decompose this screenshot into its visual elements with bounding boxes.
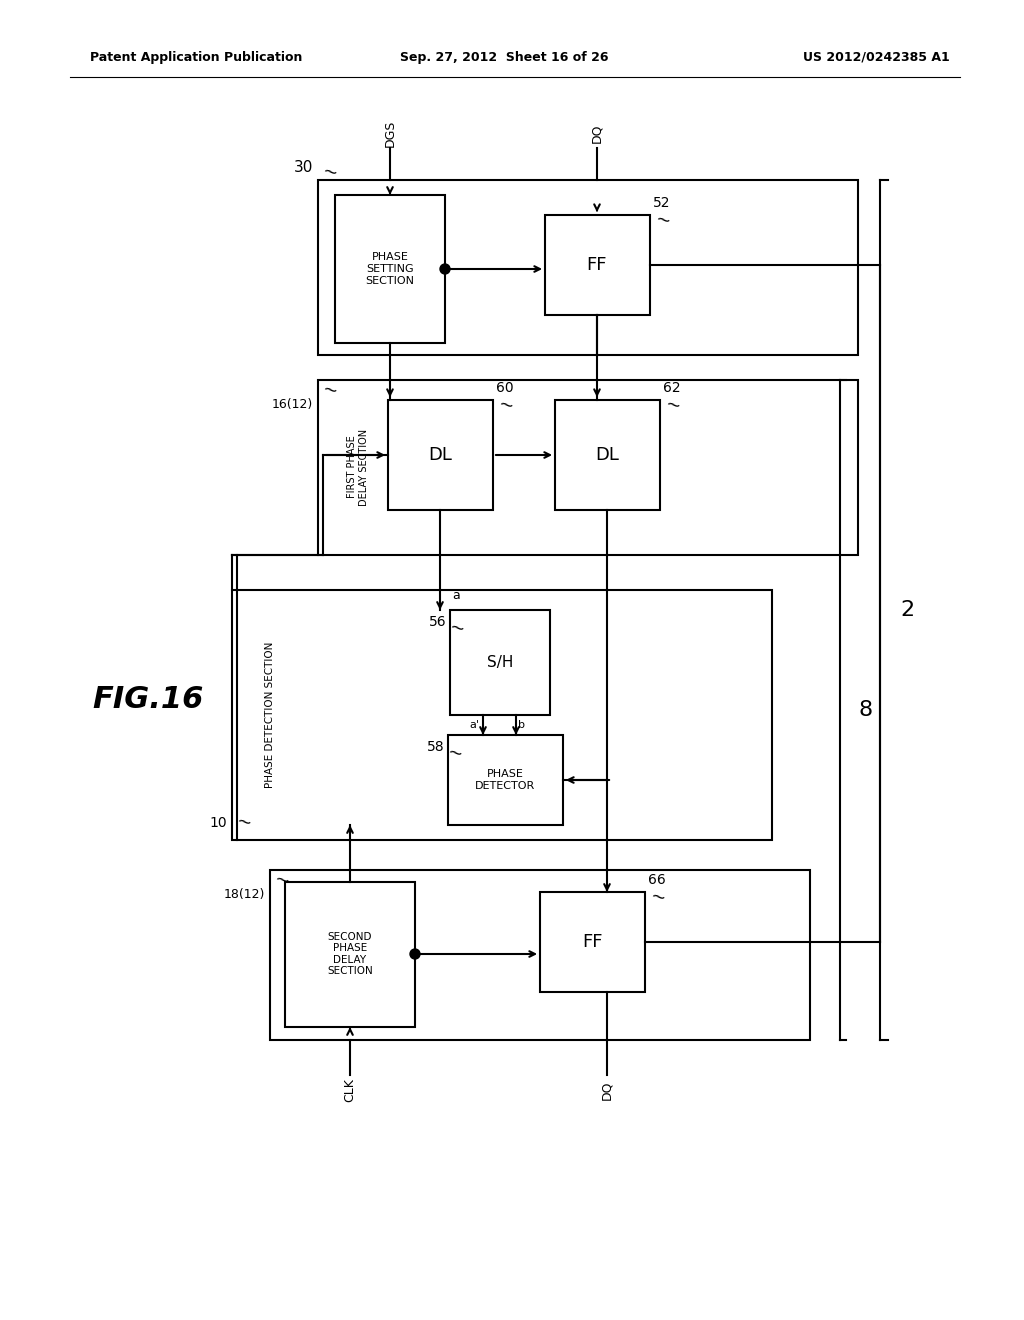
- Text: 30: 30: [294, 160, 313, 176]
- Text: DL: DL: [595, 446, 618, 465]
- Bar: [285, 882, 415, 1027]
- Text: ~: ~: [319, 379, 339, 401]
- Text: a: a: [452, 589, 460, 602]
- Text: 58: 58: [427, 741, 445, 754]
- Text: FF: FF: [587, 256, 607, 275]
- Text: CLK: CLK: [343, 1078, 356, 1102]
- Circle shape: [440, 264, 450, 275]
- Text: ~: ~: [234, 812, 253, 833]
- Bar: [232, 590, 772, 840]
- Text: b: b: [518, 719, 525, 730]
- Text: DGS: DGS: [384, 119, 396, 147]
- Text: Patent Application Publication: Patent Application Publication: [90, 50, 302, 63]
- Text: SECOND
PHASE
DELAY
SECTION: SECOND PHASE DELAY SECTION: [327, 932, 373, 977]
- Text: 8: 8: [858, 700, 872, 719]
- Text: ~: ~: [496, 395, 515, 416]
- Text: 62: 62: [663, 381, 681, 395]
- Bar: [450, 610, 550, 715]
- Text: ~: ~: [648, 886, 668, 908]
- Text: 2: 2: [900, 601, 914, 620]
- Bar: [555, 400, 660, 510]
- Text: ~: ~: [653, 210, 672, 231]
- Text: PHASE
SETTING
SECTION: PHASE SETTING SECTION: [366, 252, 415, 285]
- Bar: [545, 215, 650, 315]
- Text: DQ: DQ: [591, 123, 603, 143]
- Text: US 2012/0242385 A1: US 2012/0242385 A1: [803, 50, 950, 63]
- Text: 60: 60: [496, 381, 514, 395]
- Text: 10: 10: [209, 816, 227, 830]
- Circle shape: [410, 949, 420, 960]
- Text: FIG.16: FIG.16: [92, 685, 204, 714]
- Text: FIRST PHASE
DELAY SECTION: FIRST PHASE DELAY SECTION: [347, 429, 369, 506]
- Text: ~: ~: [663, 395, 682, 416]
- Text: ~: ~: [272, 870, 291, 891]
- Text: FF: FF: [582, 933, 602, 950]
- Text: a': a': [469, 719, 479, 730]
- Text: ~: ~: [447, 618, 466, 639]
- Text: DQ: DQ: [600, 1080, 613, 1100]
- Text: Sep. 27, 2012  Sheet 16 of 26: Sep. 27, 2012 Sheet 16 of 26: [400, 50, 608, 63]
- Bar: [318, 380, 858, 554]
- Bar: [318, 180, 858, 355]
- Text: 52: 52: [653, 195, 671, 210]
- Text: 18(12): 18(12): [223, 888, 265, 902]
- Text: 56: 56: [429, 615, 447, 630]
- Bar: [335, 195, 445, 343]
- Text: DL: DL: [428, 446, 452, 465]
- Bar: [540, 892, 645, 993]
- Text: ~: ~: [445, 742, 464, 764]
- Text: 66: 66: [648, 873, 666, 887]
- Text: S/H: S/H: [486, 655, 513, 669]
- Text: 16(12): 16(12): [271, 399, 313, 411]
- Text: PHASE DETECTION SECTION: PHASE DETECTION SECTION: [265, 642, 275, 788]
- Text: ~: ~: [319, 161, 339, 182]
- Bar: [270, 870, 810, 1040]
- Text: PHASE
DETECTOR: PHASE DETECTOR: [475, 770, 536, 791]
- Bar: [449, 735, 563, 825]
- Bar: [388, 400, 493, 510]
